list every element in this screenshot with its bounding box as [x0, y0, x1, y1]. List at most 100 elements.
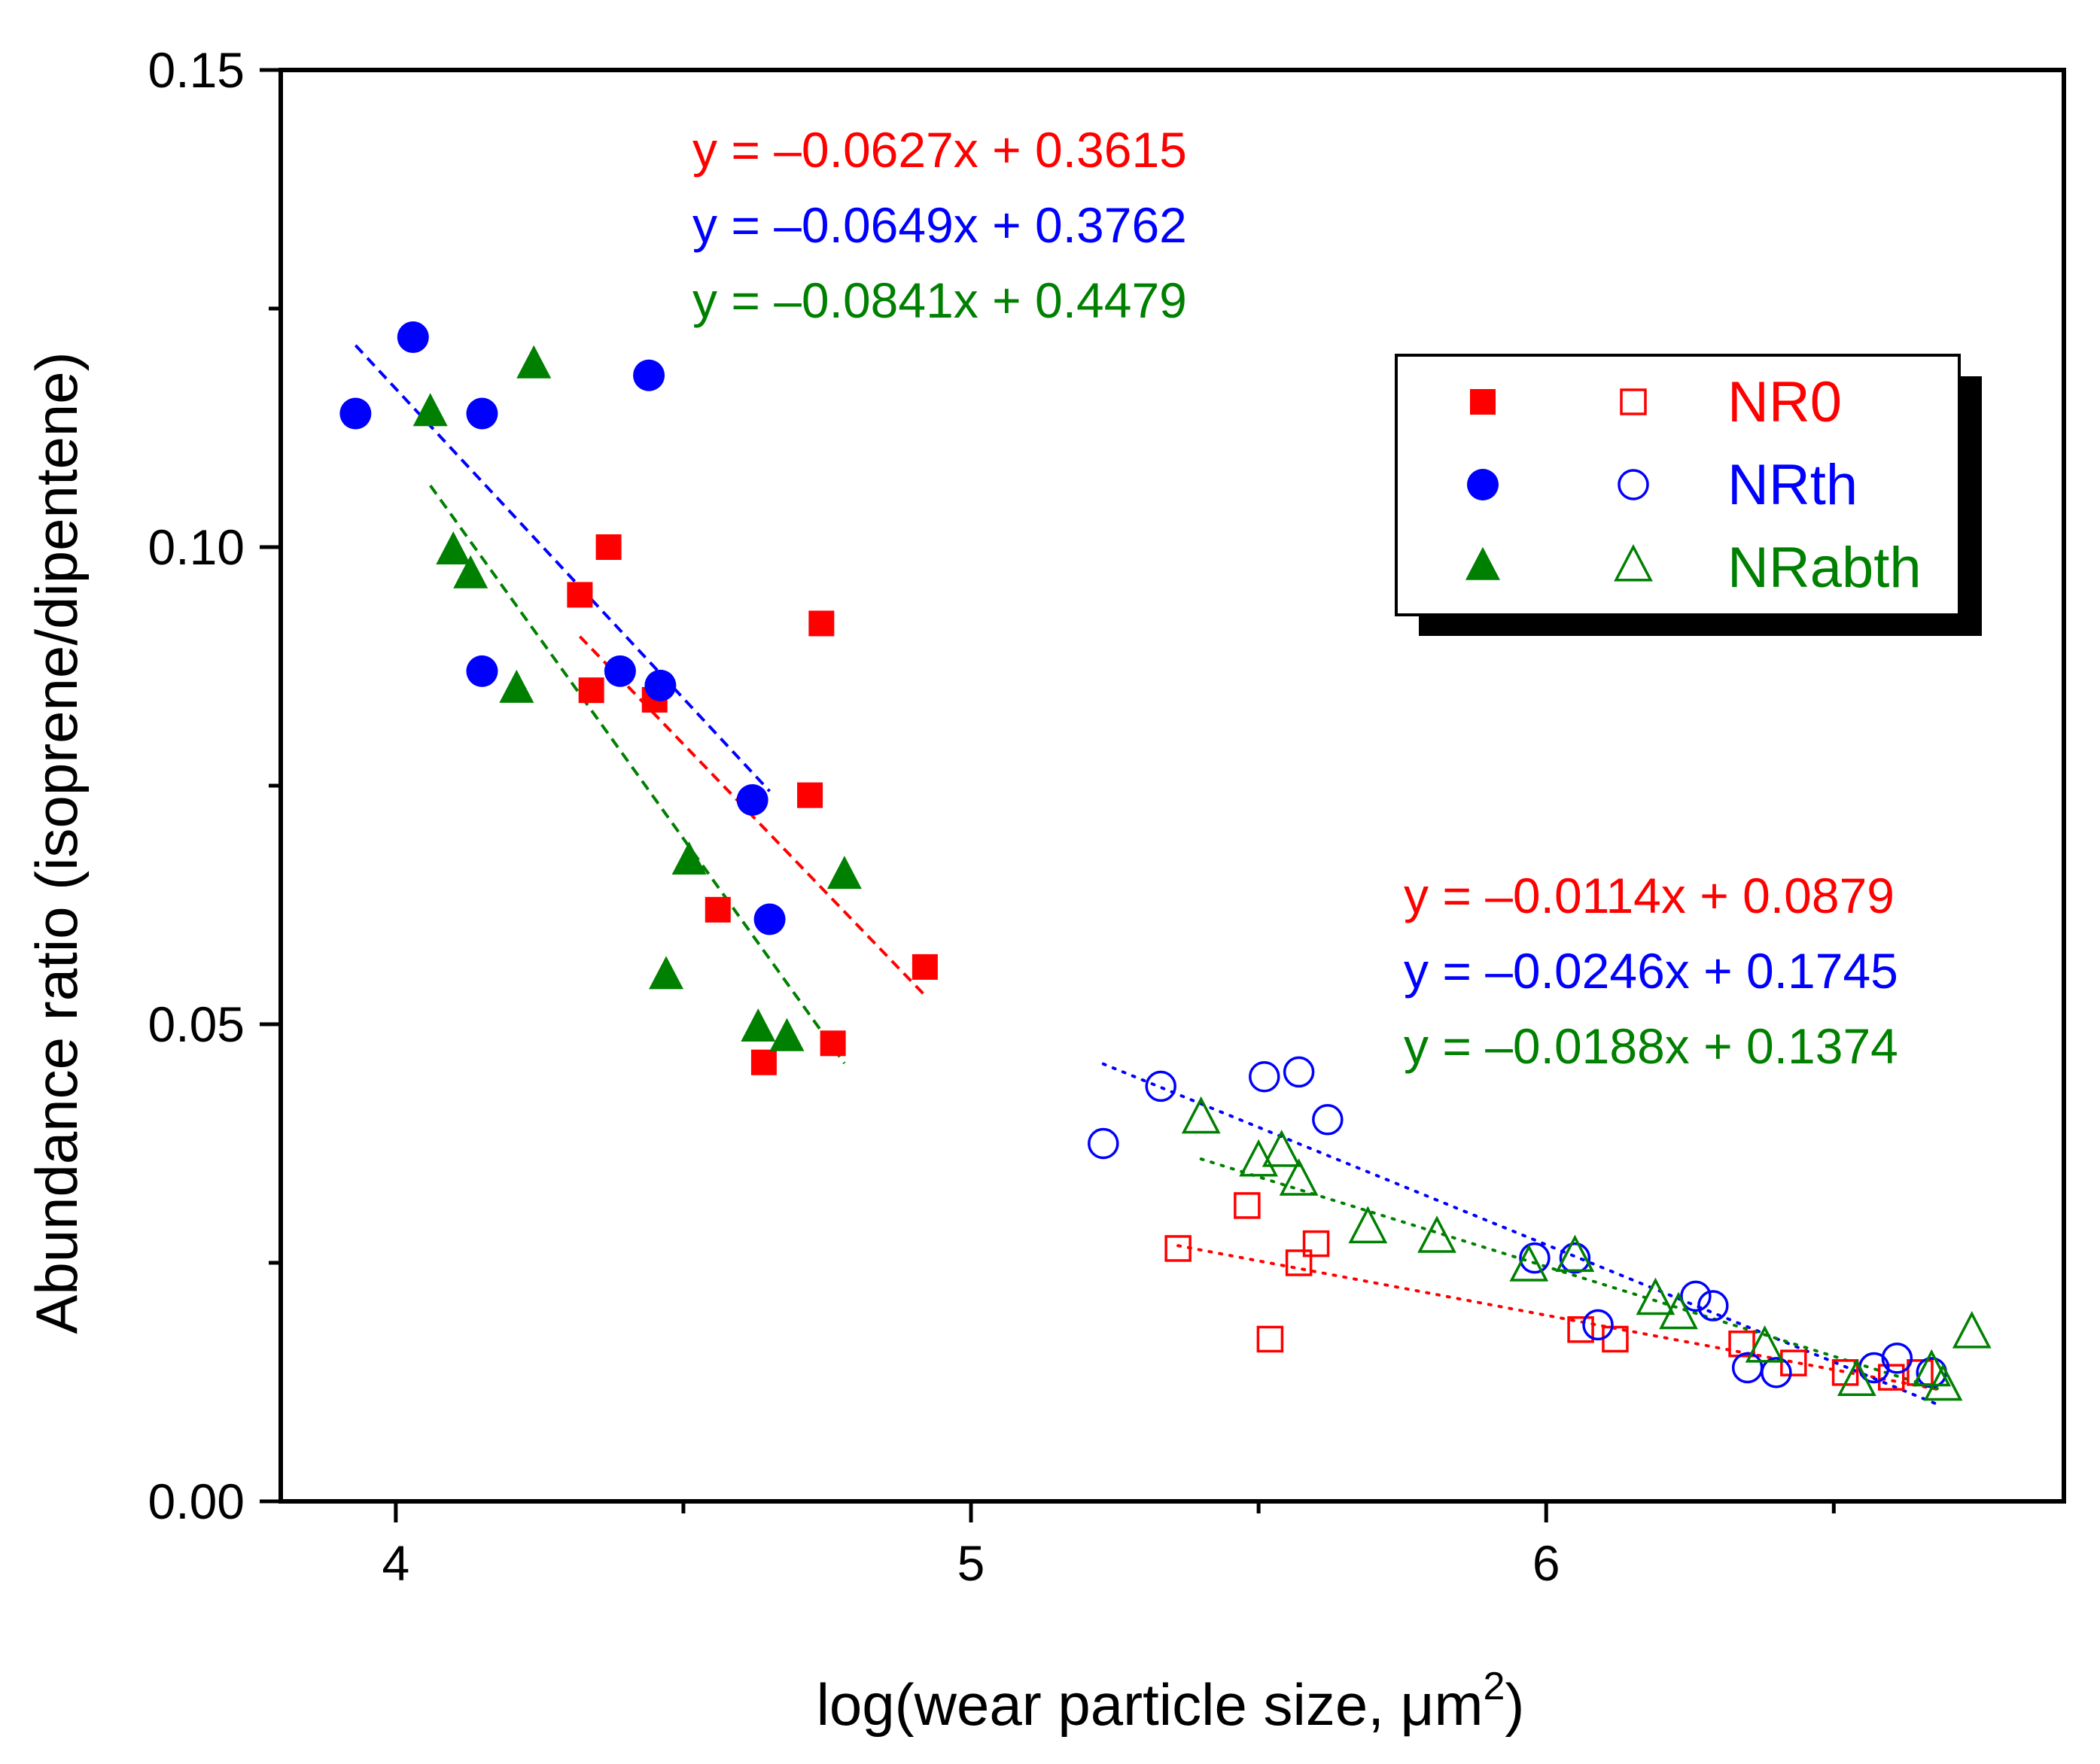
point-nrth-filled: [736, 784, 768, 817]
point-nrth-open: [1881, 1343, 1913, 1374]
legend-marker-nrabth-filled: [1465, 546, 1500, 580]
legend-marker-nr0-filled: [1470, 389, 1496, 415]
point-nr0-filled: [797, 782, 823, 808]
point-nrabth-filled: [769, 1017, 805, 1051]
equations-open: y = –0.0114x + 0.0879 y = –0.0246x + 0.1…: [1404, 868, 1898, 1074]
point-nrabth-open: [1636, 1277, 1675, 1315]
point-nr0-open: [1302, 1230, 1330, 1258]
legend-marker-nrabth-open: [1614, 543, 1653, 582]
point-nrth-filled: [604, 655, 636, 687]
fit-line-nrth-dashed: [354, 344, 772, 792]
legend: NR0 NRth NRabth: [1395, 354, 1982, 636]
point-nrth-open: [1680, 1280, 1712, 1312]
y-tick-label: 0.15: [148, 42, 245, 98]
x-axis-label-end: ): [1505, 1671, 1524, 1738]
y-tick-label: 0.05: [148, 996, 245, 1052]
point-nrth-open: [1519, 1242, 1551, 1274]
point-nrabth-open: [1659, 1291, 1698, 1330]
point-nrth-filled: [753, 903, 786, 935]
point-nrabth-open: [1279, 1158, 1319, 1196]
point-nrth-open: [1559, 1242, 1591, 1274]
point-nrabth-filled: [499, 669, 534, 703]
point-nrth-open: [1697, 1290, 1729, 1321]
legend-marker-nrth-filled: [1467, 469, 1499, 500]
point-nr0-open: [1877, 1364, 1905, 1391]
point-nr0-filled: [912, 953, 938, 980]
point-nrabth-open: [1417, 1215, 1456, 1253]
point-nrth-filled: [397, 321, 429, 354]
point-nrabth-filled: [436, 531, 471, 565]
point-nr0-filled: [567, 582, 593, 608]
point-nrabth-open: [1555, 1234, 1595, 1273]
point-nrabth-filled: [649, 956, 684, 990]
point-nr0-filled: [750, 1049, 777, 1075]
fit-line-nrabth-dashed: [429, 484, 846, 1065]
equations-filled: y = –0.0627x + 0.3615 y = –0.0649x + 0.3…: [692, 122, 1187, 328]
point-nrth-open: [1145, 1070, 1176, 1102]
fit-line-nrabth-dotted: [1199, 1157, 1939, 1391]
fit-line-nr0-dashed: [578, 635, 927, 997]
equation-nrabth-open: y = –0.0188x + 0.1374: [1404, 1018, 1898, 1074]
legend-marker-nrth-open: [1618, 469, 1649, 500]
point-nr0-filled: [595, 534, 622, 560]
equation-nrabth-filled: y = –0.0841x + 0.4479: [692, 272, 1187, 328]
point-nrabth-open: [1348, 1206, 1388, 1244]
point-nrabth-open: [1262, 1130, 1301, 1167]
point-nr0-open: [1164, 1235, 1192, 1262]
y-tick-label: 0.10: [148, 519, 245, 575]
point-nr0-open: [1234, 1192, 1261, 1219]
x-tick-label: 6: [1532, 1535, 1560, 1591]
point-nrabth-open: [1745, 1325, 1785, 1363]
data-points: [339, 321, 1992, 1401]
equation-nrth-open: y = –0.0246x + 0.1745: [1404, 943, 1898, 999]
point-nr0-filled: [808, 610, 835, 637]
x-axis-label-main: log(wear particle size, μm: [817, 1671, 1484, 1738]
point-nrth-filled: [466, 397, 498, 430]
point-nrabth-open: [1912, 1349, 1952, 1387]
point-nrabth-filled: [412, 393, 448, 427]
point-nrabth-filled: [453, 555, 488, 589]
point-nr0-filled: [578, 677, 604, 704]
point-nrabth-filled: [826, 856, 862, 890]
point-nrabth-filled: [741, 1008, 776, 1042]
legend-markers: [1465, 388, 1653, 582]
point-nrabth-open: [1181, 1096, 1221, 1134]
axis-ticks: 4 5 6 0.00 0.05 0.10 0.15: [148, 42, 1836, 1591]
x-axis-label: log(wear particle size, μm2): [817, 1665, 1525, 1738]
point-nrth-open: [1761, 1357, 1792, 1388]
point-nrth-open: [1088, 1127, 1119, 1160]
fit-line-nrth-dotted: [1101, 1062, 1939, 1407]
x-tick-label: 5: [957, 1535, 985, 1591]
legend-label-nr0: NR0: [1727, 370, 1842, 434]
point-nrth-open: [1582, 1309, 1614, 1341]
point-nrabth-open: [1509, 1244, 1549, 1282]
fit-lines: [354, 344, 1939, 1407]
point-nrth-filled: [466, 655, 498, 687]
point-nr0-open: [1567, 1316, 1594, 1343]
point-nrabth-open: [1837, 1358, 1876, 1396]
point-nrabth-filled: [516, 345, 552, 379]
equation-nrth-filled: y = –0.0649x + 0.3762: [692, 197, 1187, 253]
point-nrabth-filled: [671, 841, 707, 875]
point-nrth-open: [1312, 1104, 1344, 1136]
x-tick-label: 4: [382, 1535, 409, 1591]
point-nrth-filled: [644, 669, 677, 701]
point-nrth-filled: [633, 359, 665, 391]
point-nr0-open: [1780, 1349, 1807, 1376]
point-nrth-filled: [339, 397, 372, 430]
legend-marker-nr0-open: [1620, 388, 1647, 415]
fit-line-nr0-dotted: [1176, 1244, 1939, 1391]
x-axis-label-sup: 2: [1483, 1665, 1505, 1708]
point-nr0-filled: [705, 896, 731, 923]
equation-nr0-open: y = –0.0114x + 0.0879: [1404, 868, 1895, 923]
equation-nr0-filled: y = –0.0627x + 0.3615: [692, 122, 1187, 178]
legend-label-nrth: NRth: [1727, 453, 1858, 517]
point-nr0-filled: [820, 1030, 846, 1057]
point-nr0-open: [1256, 1325, 1284, 1353]
point-nrth-open: [1249, 1060, 1280, 1093]
legend-label-nrabth: NRabth: [1727, 536, 1922, 600]
y-tick-label: 0.00: [148, 1474, 245, 1529]
point-nr0-open: [1285, 1249, 1313, 1276]
